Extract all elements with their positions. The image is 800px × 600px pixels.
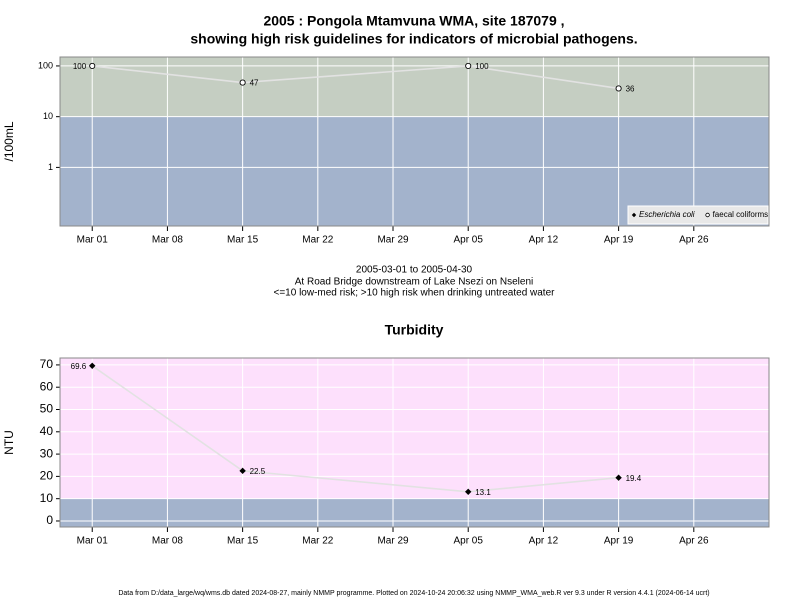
legend-label: faecal coliforms [713,210,769,219]
x-tick-label: Apr 12 [529,235,559,246]
series-line [92,65,619,90]
point [465,62,472,69]
x-tick-label: Mar 01 [77,536,109,547]
legend-marker [705,212,710,218]
value-label: 19.4 [626,474,642,483]
chart-title: Turbidity [385,322,444,338]
value-label: 36 [626,85,635,94]
x-tick-label: Mar 08 [152,235,184,246]
point [465,488,472,495]
y-tick-label: 10 [40,491,54,505]
x-tick-label: Mar 29 [377,235,409,246]
x-tick-label: Mar 08 [152,536,184,547]
y-tick-label: 0 [46,513,53,527]
chart-title: 2005 : Pongola Mtamvuna WMA, site 187079… [263,13,564,29]
series-line [91,365,619,493]
x-tick-label: Mar 15 [227,235,259,246]
y-tick-label: 50 [40,402,54,416]
x-tick-label: Mar 22 [302,536,334,547]
x-tick-label: Apr 26 [679,235,709,246]
plot-frame [59,56,770,227]
y-axis-label: NTU [2,430,16,455]
point [239,467,246,475]
footer: Data from D:/data_large/wq/wms.db dated … [118,590,709,597]
plot-frame [59,357,770,528]
point [239,79,246,86]
point [615,85,622,92]
high-risk-band [60,358,769,499]
x-tick-label: Mar 01 [77,235,109,246]
x-tick-label: Apr 12 [529,536,559,547]
y-tick-label: 1 [48,162,53,172]
value-label: 100 [475,62,489,71]
y-axis-label: /100mL [2,121,16,161]
point [89,362,96,370]
caption: 2005-03-01 to 2005-04-30 [356,265,473,276]
legend-box [627,205,769,225]
low-risk-band [60,498,769,527]
legend-label: Escherichia coli [639,210,695,219]
chart-title: showing high risk guidelines for indicat… [190,31,637,47]
x-tick-label: Apr 19 [604,536,634,547]
y-tick-label: 30 [40,446,54,460]
legend-marker [631,212,637,218]
x-tick-label: Apr 26 [679,536,709,547]
x-tick-label: Mar 29 [377,536,409,547]
y-tick-label: 40 [40,424,54,438]
x-tick-label: Apr 05 [453,536,483,547]
value-label: 100 [73,62,87,71]
value-label: 22.5 [250,467,266,476]
value-label: 47 [250,79,259,88]
x-tick-label: Mar 22 [302,235,334,246]
high-risk-band [60,57,769,117]
x-tick-label: Apr 19 [604,235,634,246]
y-tick-label: 60 [40,379,54,393]
y-tick-label: 100 [38,60,53,70]
caption: At Road Bridge downstream of Lake Nsezi … [295,277,533,288]
y-tick-label: 20 [40,469,54,483]
value-label: 13.1 [475,488,491,497]
point [615,474,622,481]
x-tick-label: Mar 15 [227,536,259,547]
point [89,62,96,69]
y-tick-label: 70 [40,357,54,371]
y-tick-label: 10 [43,111,53,121]
value-label: 69.6 [71,362,87,371]
caption: <=10 low-med risk; >10 high risk when dr… [274,288,556,299]
x-tick-label: Apr 05 [453,235,483,246]
